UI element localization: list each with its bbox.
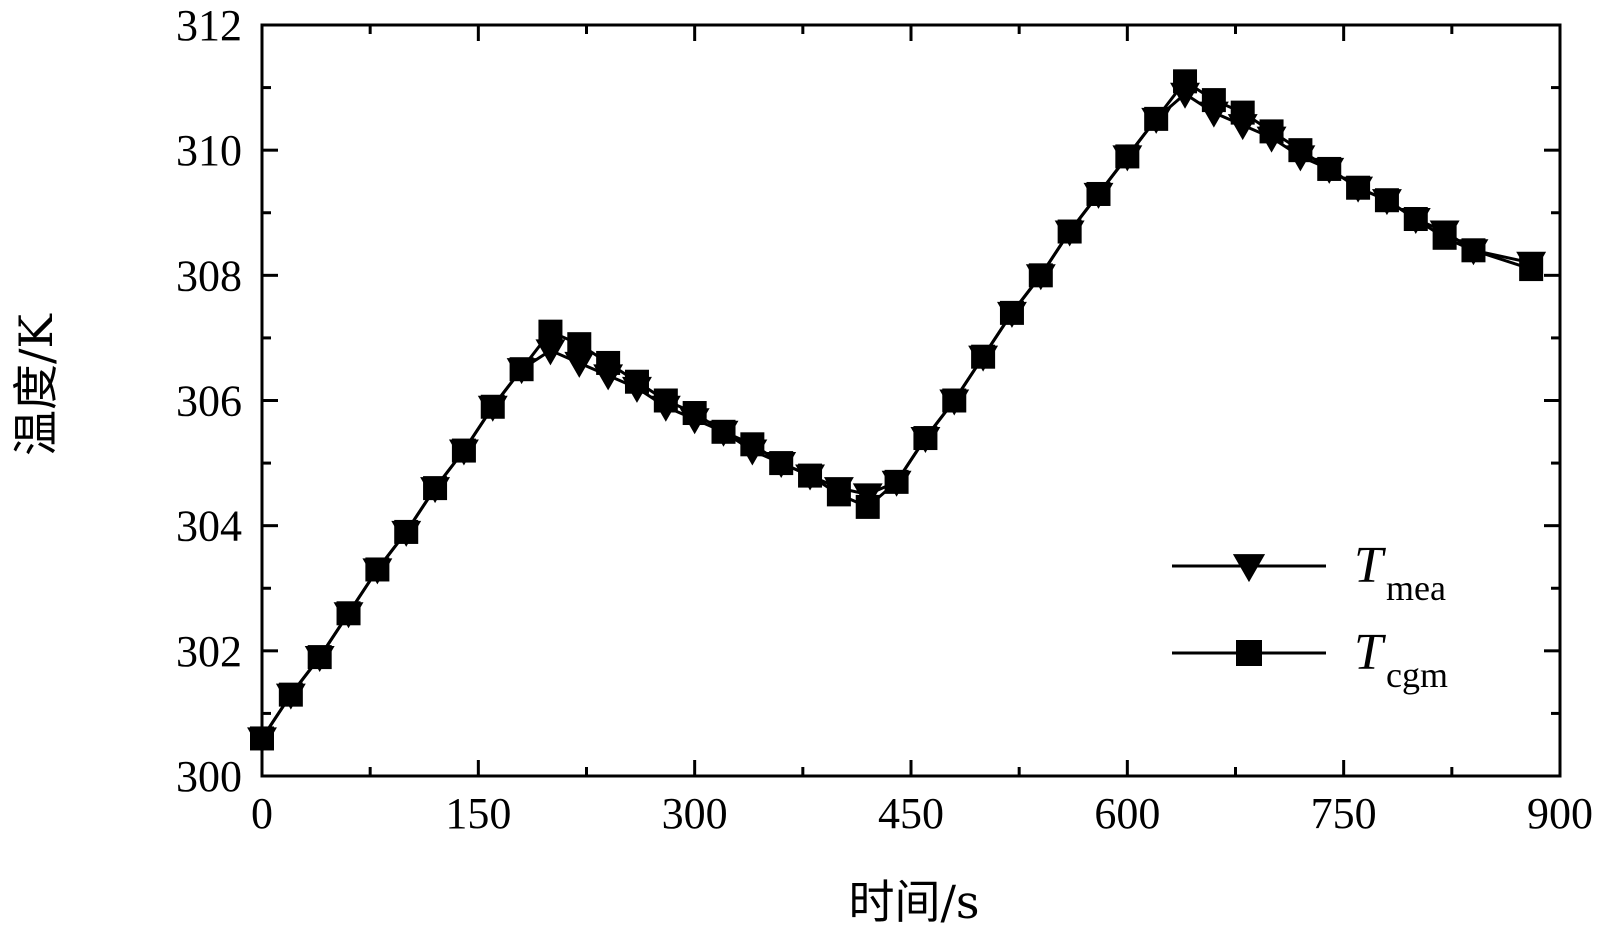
data-point-cgm [1144, 106, 1169, 131]
x-tick-label: 0 [251, 789, 273, 838]
data-point-cgm [567, 332, 592, 357]
legend-marker [1236, 640, 1262, 666]
y-tick-label: 304 [176, 502, 242, 551]
data-point-cgm [278, 682, 303, 707]
data-point-cgm [624, 369, 649, 394]
x-tick-label: 600 [1094, 789, 1160, 838]
data-point-cgm [365, 557, 390, 582]
x-tick-label: 450 [878, 789, 944, 838]
data-point-mea [564, 351, 595, 378]
data-point-cgm [769, 451, 794, 476]
series-line-mea [260, 91, 1532, 740]
data-point-cgm [336, 601, 361, 626]
series-layer [247, 69, 1547, 754]
data-point-cgm [740, 432, 765, 457]
legend-subscript: mea [1386, 568, 1446, 608]
x-axis-label: 时间/s [848, 875, 979, 929]
legend-subscript: cgm [1386, 655, 1448, 695]
data-point-cgm [942, 388, 967, 413]
data-point-cgm [826, 482, 851, 507]
data-point-cgm [1115, 144, 1140, 169]
data-point-cgm [1346, 175, 1371, 200]
data-point-cgm [1201, 88, 1226, 113]
y-tick-label: 308 [176, 251, 242, 300]
data-point-cgm [1230, 100, 1255, 125]
data-point-cgm [711, 419, 736, 444]
data-point-mea [535, 339, 566, 366]
y-axis-label: 温度/K [9, 312, 63, 455]
data-point-cgm [884, 469, 909, 494]
data-point-cgm [538, 319, 563, 344]
data-point-cgm [1317, 156, 1342, 181]
data-point-cgm [423, 476, 448, 501]
data-point-cgm [682, 401, 707, 426]
series-cgm [250, 69, 1544, 751]
axes: 0 150 300 450 600 750 900 300 302 304 306 308 310 312 [176, 1, 1593, 838]
data-point-cgm [653, 388, 678, 413]
data-point-cgm [999, 300, 1024, 325]
y-tick-label: 302 [176, 627, 242, 676]
y-tick-label: 312 [176, 1, 242, 50]
data-point-cgm [1173, 69, 1198, 94]
y-tick-label: 310 [176, 126, 242, 175]
data-point-cgm [798, 463, 823, 488]
x-tick-label: 300 [662, 789, 728, 838]
legend-name: T [1354, 537, 1386, 594]
data-point-cgm [855, 494, 880, 519]
data-point-cgm [480, 394, 505, 419]
data-point-cgm [1028, 263, 1053, 288]
data-point-cgm [596, 350, 621, 375]
data-point-cgm [451, 438, 476, 463]
data-point-cgm [1057, 219, 1082, 244]
data-point-cgm [1259, 119, 1284, 144]
data-point-cgm [1288, 138, 1313, 163]
data-point-cgm [1374, 188, 1399, 213]
x-tick-label: 750 [1311, 789, 1377, 838]
legend-marker [1232, 554, 1266, 583]
data-point-cgm [307, 645, 332, 670]
data-point-cgm [1432, 225, 1457, 250]
y-tick-label: 306 [176, 377, 242, 426]
x-tick-label: 150 [445, 789, 511, 838]
data-point-cgm [394, 519, 419, 544]
data-point-cgm [1461, 238, 1486, 263]
data-point-cgm [1086, 181, 1111, 206]
x-tick-label: 900 [1527, 789, 1593, 838]
legend-name: T [1354, 624, 1386, 681]
data-point-cgm [1403, 207, 1428, 232]
data-point-cgm [509, 357, 534, 382]
data-point-cgm [1519, 257, 1544, 282]
y-tick-label: 300 [176, 752, 242, 801]
data-point-cgm [971, 344, 996, 369]
data-point-cgm [913, 426, 938, 451]
data-point-cgm [250, 726, 274, 751]
